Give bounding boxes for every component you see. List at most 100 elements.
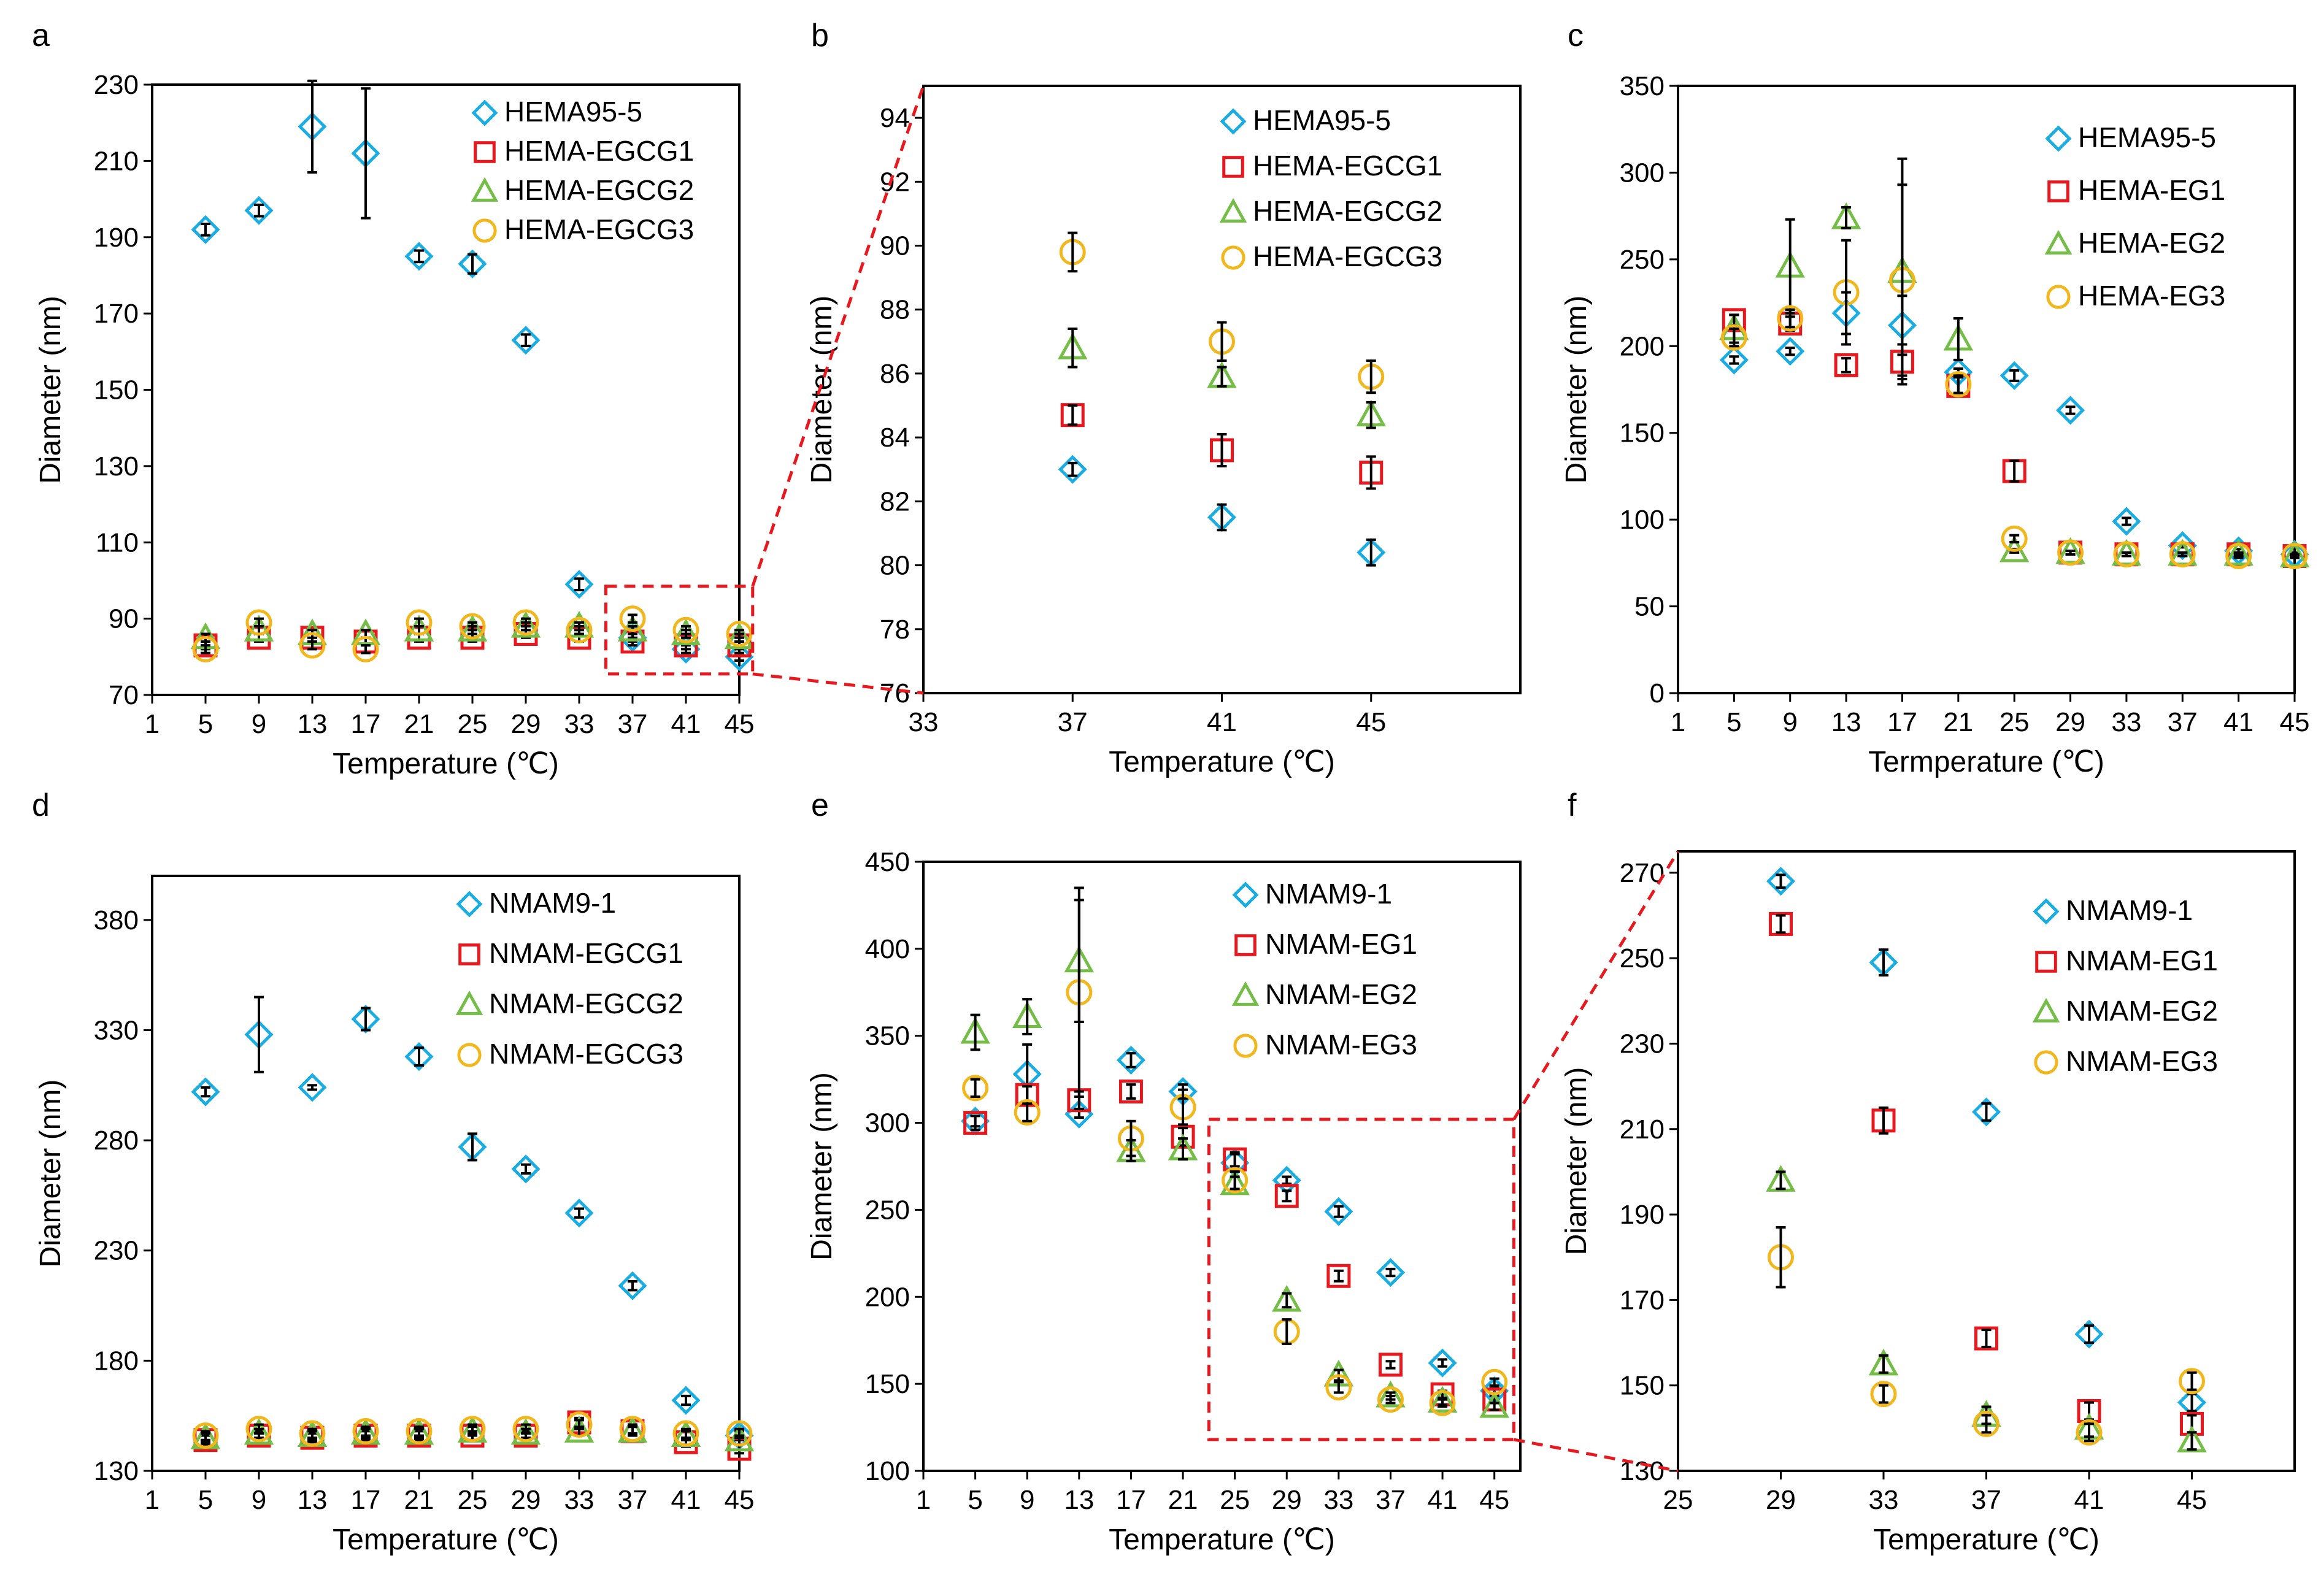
- legend-entry: NMAM-EG3: [2034, 1045, 2218, 1077]
- error-bar: [2187, 1392, 2197, 1413]
- legend-label: HEMA-EGCG3: [1253, 240, 1442, 272]
- error-bar: [2065, 405, 2076, 415]
- data-point: [511, 1154, 541, 1184]
- x-tick-label: 21: [404, 1485, 434, 1515]
- error-bar: [414, 1425, 424, 1437]
- legend-entry: NMAM-EGCG2: [455, 988, 683, 1019]
- error-bar: [1126, 1083, 1136, 1100]
- series-NMAM-EG1: [963, 1080, 1507, 1412]
- legend-marker: [2045, 125, 2072, 152]
- x-tick-label: 1: [145, 1485, 160, 1515]
- series-NMAM-EGCG3: [192, 1411, 753, 1449]
- y-tick-label: 130: [94, 1456, 139, 1486]
- legend-marker: [1234, 934, 1257, 956]
- x-tick-label: 13: [298, 709, 328, 739]
- data-point: [963, 1111, 988, 1135]
- error-bar: [1217, 321, 1227, 363]
- error-bar: [1366, 401, 1376, 429]
- data-point: [244, 1418, 274, 1445]
- data-point: [1222, 1167, 1249, 1194]
- y-tick-label: 170: [1620, 1285, 1665, 1315]
- error-bar: [414, 1046, 424, 1067]
- x-tick-label: 25: [1220, 1485, 1250, 1515]
- error-bar: [521, 1423, 531, 1435]
- legend-entry: HEMA-EGCG2: [1219, 195, 1442, 227]
- error-bar: [681, 1394, 691, 1406]
- legend-marker: [471, 99, 498, 126]
- y-tick-label: 92: [880, 167, 910, 197]
- data-point: [672, 616, 699, 643]
- data-point: [1834, 353, 1858, 377]
- x-tick-label: 25: [458, 709, 488, 739]
- chart-panel-b: b 33 37 41 45 76 78 80 82 84 86 88 90 92 94 Temperature…: [806, 18, 1522, 778]
- data-point: [1118, 1080, 1143, 1104]
- error-bar: [468, 621, 477, 632]
- error-bar: [1489, 1377, 1499, 1387]
- y-tick-label: 84: [880, 423, 910, 453]
- x-axis-label: Temperature (℃): [1109, 746, 1335, 778]
- data-point: [725, 642, 754, 672]
- data-point: [457, 615, 488, 642]
- data-point: [459, 1416, 486, 1443]
- y-tick-label: 150: [94, 375, 139, 405]
- y-tick-label: 350: [1620, 71, 1665, 101]
- panel-letter: c: [1568, 18, 1584, 53]
- error-bar: [1333, 1381, 1344, 1394]
- error-bar: [254, 996, 264, 1073]
- error-bar: [307, 640, 317, 651]
- error-bar: [1230, 1151, 1240, 1168]
- legend-entry: NMAM-EG2: [2032, 995, 2218, 1027]
- data-point: [724, 622, 755, 650]
- error-bar: [1729, 355, 1739, 365]
- x-tick-label: 33: [564, 1485, 595, 1515]
- data-point: [299, 1420, 326, 1447]
- legend-label: HEMA95-5: [2078, 121, 2216, 153]
- error-bar: [1776, 873, 1786, 889]
- data-point: [1272, 1284, 1302, 1312]
- x-tick-label: 5: [1726, 707, 1741, 737]
- x-axis-label: Temperature (℃): [333, 748, 559, 780]
- error-bar: [1879, 1384, 1888, 1404]
- y-tick-label: 110: [96, 528, 139, 558]
- y-tick-label: 76: [880, 678, 910, 708]
- x-tick-label: 29: [511, 1485, 541, 1515]
- y-tick-label: 300: [1620, 158, 1665, 188]
- data-point: [2223, 539, 2254, 566]
- data-point: [406, 1418, 433, 1444]
- error-bar: [1776, 1170, 1786, 1191]
- y-tick-label: 90: [880, 231, 910, 261]
- legend-label: NMAM-EG1: [1265, 928, 1417, 960]
- x-tick-label: 9: [1782, 707, 1797, 737]
- y-tick-label: 380: [94, 905, 139, 935]
- error-bar: [2290, 553, 2300, 559]
- x-tick-label: 41: [2074, 1485, 2104, 1515]
- error-bar: [1068, 231, 1078, 273]
- data-point: [2113, 541, 2140, 568]
- error-bar: [734, 629, 744, 639]
- data-point: [2168, 531, 2197, 561]
- error-bar: [1879, 1106, 1888, 1135]
- series-NMAM9-1: [1766, 867, 2207, 1418]
- x-tick-label: 29: [1272, 1485, 1302, 1515]
- error-bar: [201, 1086, 210, 1098]
- error-bar: [1385, 1360, 1396, 1370]
- data-point: [1868, 1348, 1899, 1376]
- series-NMAM-EG2: [1766, 1165, 2207, 1452]
- x-tick-label: 25: [2000, 707, 2030, 737]
- x-tick-label: 37: [618, 1485, 648, 1515]
- data-point: [192, 635, 219, 662]
- error-bar: [1981, 1414, 1992, 1434]
- data-point: [510, 1418, 541, 1445]
- panel-letter: e: [811, 788, 829, 823]
- x-axis-label: Termperature (℃): [1868, 746, 2104, 778]
- error-bar: [1068, 328, 1078, 369]
- series-HEMA95-5: [1719, 291, 2309, 569]
- zoom-box-a: [604, 585, 755, 676]
- x-tick-label: 33: [909, 707, 939, 737]
- legend-marker: [1231, 981, 1260, 1006]
- series-HEMA-EGCG1: [1060, 403, 1384, 490]
- error-bar: [201, 644, 210, 654]
- error-bar: [970, 1115, 980, 1131]
- chart-panel-d: d 1 5 9 13 17 21 25 29 33 37 41 45 130 180 230 280 330 380…: [32, 788, 754, 1556]
- legend-marker: [1220, 108, 1247, 135]
